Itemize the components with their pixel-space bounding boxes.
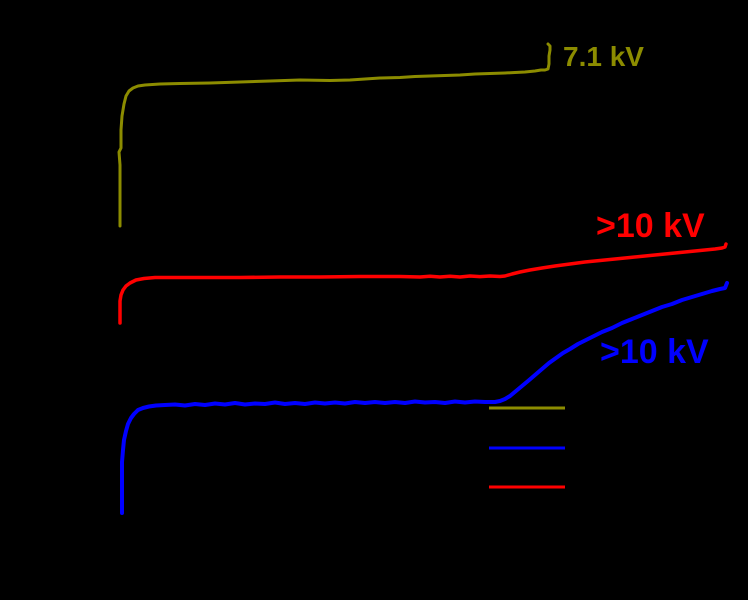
annotation-label-0: 7.1 kV — [563, 41, 644, 72]
curves-group — [117, 42, 729, 515]
curve-gt10kV-blue — [120, 281, 729, 515]
curve-7-1kV-dark-yellow — [117, 42, 552, 228]
annotation-label-1: >10 kV — [596, 207, 705, 245]
legend-group — [489, 406, 565, 489]
annotation-label-2: >10 kV — [600, 333, 709, 371]
curve-gt10kV-red — [118, 242, 728, 325]
annotations-group: 7.1 kV >10 kV >10 kV — [563, 41, 709, 371]
